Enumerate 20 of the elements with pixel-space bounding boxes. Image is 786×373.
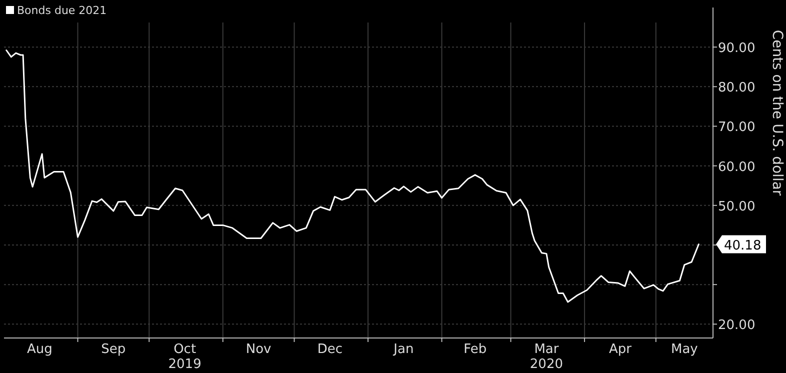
x-tick-label: Feb [464, 342, 487, 357]
x-tick-label: Jan [392, 342, 414, 357]
y-tick-label: 80.00 [718, 80, 756, 96]
x-tick-label: Dec [317, 342, 343, 357]
x-tick-label: Aug [26, 342, 52, 357]
x-tick-label: Oct 2019 [168, 342, 202, 372]
y-tick-label: 50.00 [718, 199, 756, 214]
x-tick-label: May [671, 342, 698, 357]
legend-label: Bonds due 2021 [17, 4, 107, 17]
y-tick-label: 70.00 [718, 120, 756, 136]
x-tick-label: Sep [101, 342, 126, 357]
y-axis-title: Cents on the U.S. dollar [769, 30, 785, 196]
x-tick-label: Mar 2020 [530, 342, 564, 372]
y-tick-label: 20.00 [718, 318, 756, 334]
x-tick-label: Nov [246, 342, 272, 357]
x-tick-label: Apr [608, 342, 632, 357]
y-tick-label: 60.00 [718, 160, 756, 175]
line-series [6, 49, 700, 303]
text: 40.18 [724, 238, 762, 254]
y-tick-label: 90.00 [718, 41, 756, 56]
